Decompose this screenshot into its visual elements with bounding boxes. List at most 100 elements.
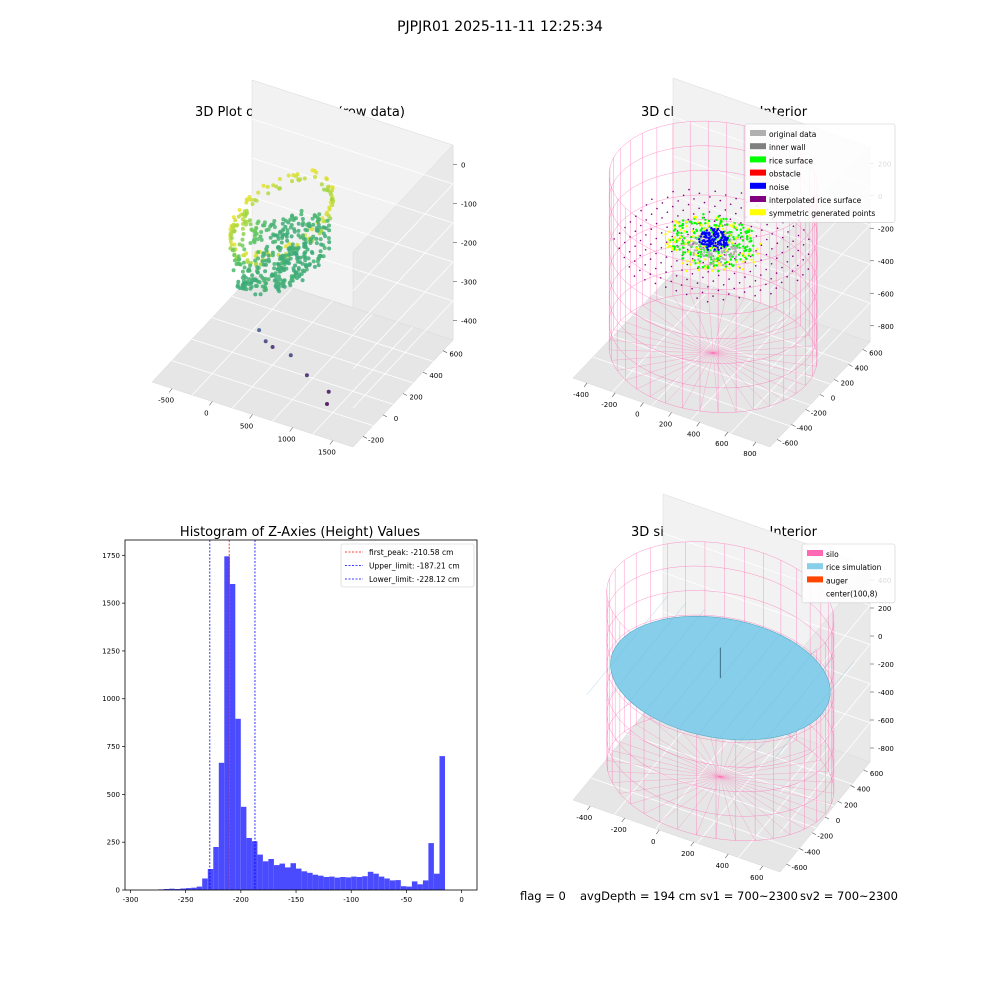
histogram-bar (417, 884, 423, 890)
silo-floor-spoke (656, 299, 714, 354)
silo-floor-spoke (720, 776, 826, 814)
histogram-bar (196, 886, 203, 890)
y-tick-label: 1250 (102, 647, 120, 655)
classified-point (750, 258, 753, 262)
raw-data-point (236, 254, 241, 259)
classified-point (714, 246, 717, 249)
raw-data-point (302, 176, 307, 181)
raw-data-point (281, 217, 286, 222)
classified-point (743, 246, 747, 250)
raw-data-point (303, 242, 308, 247)
raw-data-point (256, 190, 261, 195)
x-tick (640, 402, 644, 407)
interpolated-surface-point (791, 270, 794, 272)
grid-line (272, 313, 373, 422)
raw-data-point (271, 183, 276, 188)
histogram-bar (351, 876, 357, 890)
interpolated-surface-point (698, 192, 701, 195)
silo-floor-spoke (720, 759, 821, 778)
x-tick (696, 422, 700, 427)
classified-point (678, 248, 681, 251)
interpolated-surface-point (808, 238, 810, 240)
x-tick-label: 1500 (318, 449, 336, 457)
raw-data-point (279, 240, 284, 245)
interpolated-surface-point (677, 200, 679, 202)
raw-data-point (253, 284, 258, 288)
z-tick-label: 0 (461, 162, 465, 170)
classified-point (752, 244, 755, 247)
histogram-bar (323, 877, 330, 890)
interpolated-surface-point (628, 251, 631, 253)
y-tick-label: 750 (107, 743, 120, 751)
x-tick-label: -200 (611, 826, 627, 834)
classified-point (707, 245, 710, 248)
interpolated-surface-point (655, 252, 657, 255)
raw-data-point (278, 177, 282, 181)
classified-point (692, 253, 695, 257)
y-tick-label: 200 (841, 380, 854, 388)
raw-data-point (299, 212, 304, 217)
classified-point (672, 229, 676, 232)
classified-point (718, 258, 722, 261)
x-tick (168, 388, 173, 393)
silo-floor-spoke (720, 776, 791, 835)
classified-point (723, 233, 727, 236)
raw-data-point (244, 251, 249, 256)
classified-point (727, 261, 730, 264)
grid-line (590, 777, 799, 851)
raw-data-point (258, 234, 263, 239)
classified-point (717, 251, 720, 255)
x-tick-label: 400 (687, 430, 700, 438)
interpolated-surface-point (728, 263, 731, 265)
surface-mesh-line (661, 622, 742, 721)
histogram-bar (345, 877, 352, 890)
raw-data-point (327, 240, 332, 245)
interpolated-surface-point (659, 277, 662, 279)
interpolated-surface-point (624, 226, 626, 229)
silo-floor-spoke (620, 320, 714, 354)
raw-data-point (278, 281, 283, 286)
raw-data-point (255, 237, 260, 242)
silo-floor-spoke (650, 352, 714, 397)
histogram-bar (274, 865, 280, 890)
classified-point (740, 252, 744, 255)
grid-line (312, 326, 414, 435)
classified-point (706, 224, 710, 227)
interpolated-surface-point (671, 220, 674, 223)
raw-data-point (257, 328, 262, 333)
raw-data-point (229, 236, 234, 240)
classified-point (752, 261, 755, 264)
classified-point (718, 225, 721, 228)
interpolated-surface-point (651, 198, 653, 201)
y-tick (402, 393, 408, 396)
interpolated-surface-point (644, 279, 646, 281)
legend-box (801, 543, 896, 604)
raw-data-point (290, 179, 294, 184)
histogram-bar (174, 889, 181, 890)
classified-point (738, 243, 741, 246)
classified-point (733, 245, 736, 249)
interpolated-surface-point (707, 286, 709, 288)
interpolated-surface-point (645, 219, 647, 221)
raw-data-point (245, 211, 249, 216)
raw-data-point (249, 280, 254, 285)
legend-swatch (807, 550, 823, 556)
interpolated-surface-point (761, 229, 763, 231)
axes-pane (572, 272, 871, 448)
classified-point (748, 234, 751, 237)
y-tick-label: 600 (449, 351, 462, 359)
raw-data-point (256, 266, 261, 270)
interpolated-surface-point (670, 265, 673, 268)
classified-point (709, 249, 712, 252)
raw-data-point (311, 259, 316, 264)
raw-data-point (245, 219, 249, 224)
status-flag: flag = 0 (520, 889, 566, 903)
interpolated-surface-point (676, 230, 679, 232)
interpolated-surface-point (765, 253, 768, 256)
classified-point (668, 230, 671, 233)
classified-point (664, 233, 667, 236)
classified-point (723, 268, 726, 271)
raw-data-point (300, 278, 305, 283)
classified-point (700, 242, 703, 245)
interpolated-surface-point (719, 199, 722, 202)
